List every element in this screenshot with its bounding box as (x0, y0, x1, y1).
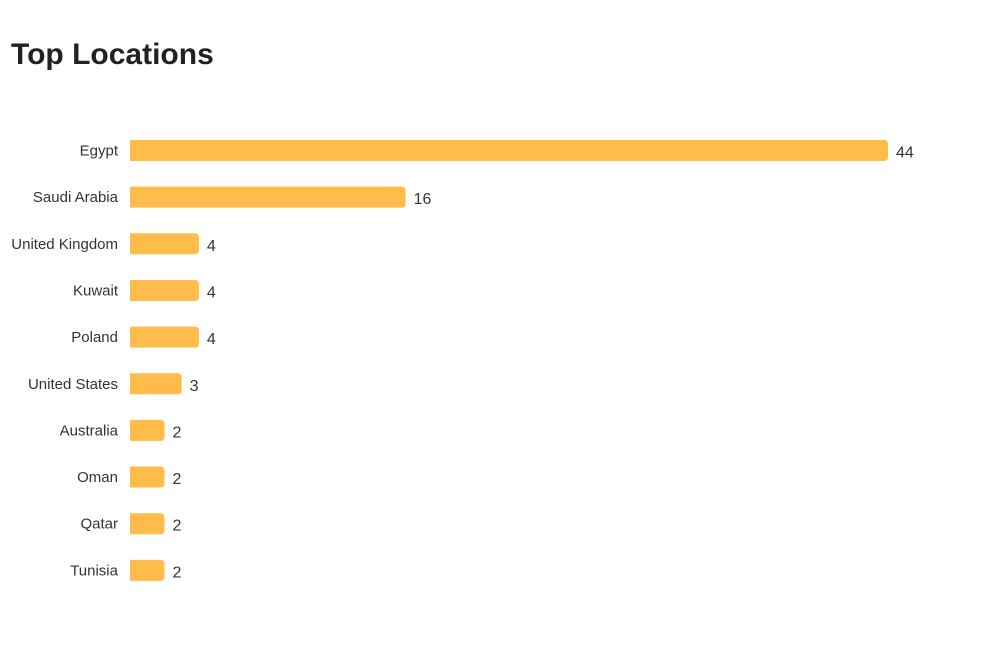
bar-kuwait[interactable] (130, 279, 199, 301)
bar-tunisia[interactable] (130, 559, 165, 581)
bar-qatar[interactable] (130, 513, 165, 535)
bar-poland[interactable] (130, 326, 199, 348)
value-label-oman: 2 (172, 471, 181, 488)
bar-egypt[interactable] (130, 140, 888, 161)
category-label-poland: Poland (71, 329, 118, 346)
bar-australia[interactable] (130, 419, 165, 441)
value-label-saudi-arabia: 16 (414, 191, 432, 208)
bar-united-kingdom[interactable] (130, 233, 199, 255)
category-label-oman: Oman (77, 469, 118, 486)
bar-oman[interactable] (130, 466, 165, 488)
category-label-united-states: United States (28, 376, 118, 393)
value-label-united-kingdom: 4 (207, 238, 216, 255)
category-labels: Egypt Saudi Arabia United Kingdom Kuwait Pol… (11, 143, 119, 580)
bar-united-states[interactable] (130, 373, 182, 395)
bars (130, 140, 888, 581)
category-label-kuwait: Kuwait (73, 282, 119, 299)
value-label-qatar: 2 (172, 518, 181, 535)
category-label-tunisia: Tunisia (70, 562, 118, 579)
value-label-tunisia: 2 (172, 564, 181, 581)
category-label-qatar: Qatar (80, 516, 118, 533)
value-label-united-states: 3 (190, 378, 199, 395)
value-label-kuwait: 4 (207, 284, 216, 301)
category-label-saudi-arabia: Saudi Arabia (33, 189, 119, 206)
value-label-egypt: 44 (896, 145, 914, 162)
value-label-australia: 2 (172, 424, 181, 441)
category-label-egypt: Egypt (80, 143, 119, 160)
category-label-united-kingdom: United Kingdom (11, 236, 118, 253)
bar-saudi-arabia[interactable] (130, 186, 406, 208)
category-label-australia: Australia (60, 422, 119, 439)
value-label-poland: 4 (207, 331, 216, 348)
page-title: Top Locations (11, 38, 214, 71)
